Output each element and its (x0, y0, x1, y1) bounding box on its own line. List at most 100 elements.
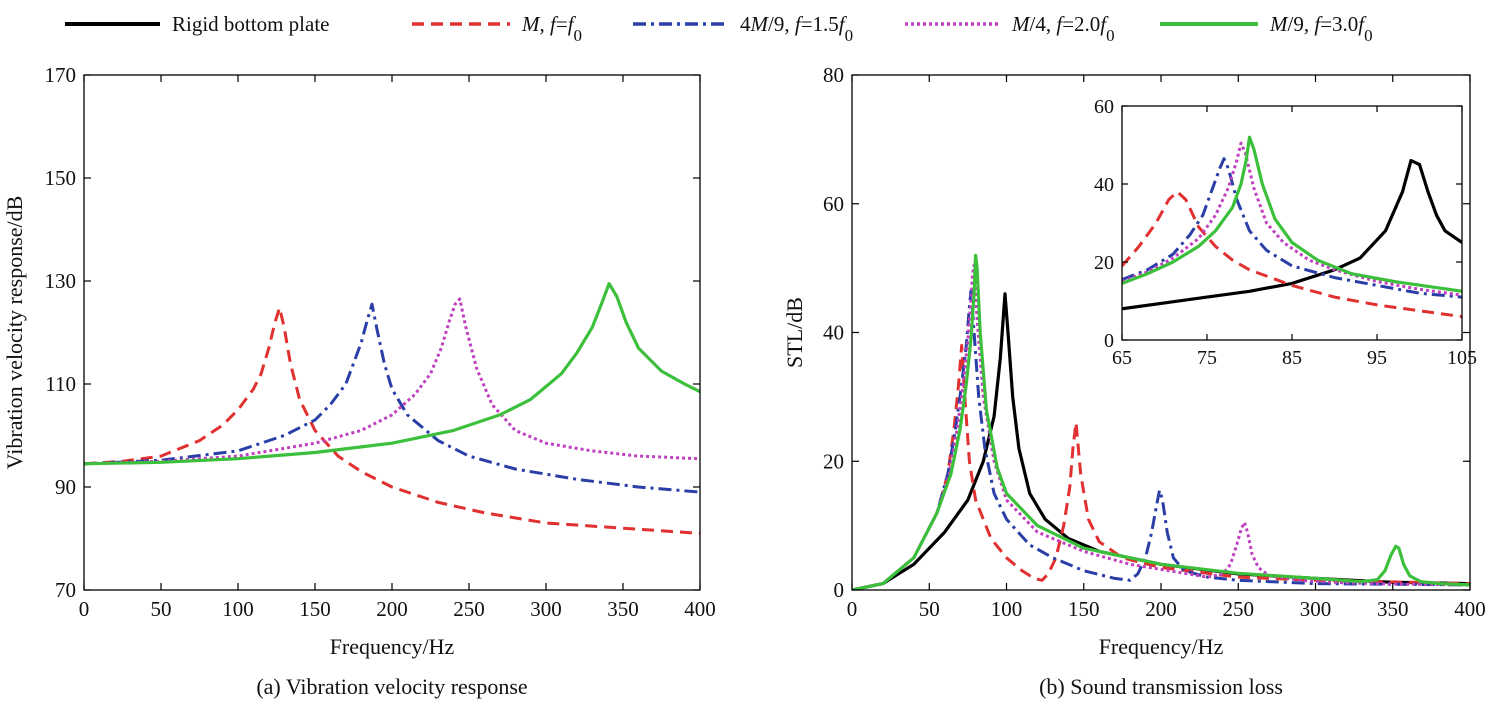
y-tick-label: 90 (55, 475, 76, 499)
legend-label-part: =2.0 (1062, 12, 1100, 36)
x-tick-label: 85 (1282, 347, 1302, 369)
panel-b-inset-chart: 65 75 85 95 105 0 20 40 60 (1094, 96, 1477, 369)
legend-item-rigid: Rigid bottom plate (65, 12, 330, 36)
legend-label-part: M (1269, 12, 1289, 36)
y-tick-label: 20 (823, 449, 844, 473)
legend-label: M/9, f=3.0f0 (1269, 12, 1373, 45)
series-group (1122, 135, 1462, 319)
x-tick-label: 200 (376, 597, 408, 621)
x-axis-label: Frequency/Hz (330, 634, 455, 659)
y-tick-label: 60 (1094, 96, 1114, 118)
x-tick-label: 100 (222, 597, 254, 621)
x-tick-label: 350 (1377, 597, 1409, 621)
series-line-m3 (84, 297, 700, 466)
y-tick-label: 60 (823, 192, 844, 216)
y-tick-label: 0 (834, 578, 845, 602)
x-tick-label: 95 (1367, 347, 1387, 369)
legend-label-part: f (1056, 12, 1065, 36)
legend-item-m1: M, f=f0 (412, 12, 582, 45)
y-axis-label: STL/dB (782, 297, 807, 368)
legend-label-part: , (540, 12, 551, 36)
series-line-m1 (1122, 190, 1462, 319)
y-tick-label: 40 (823, 321, 844, 345)
x-tick-label: 250 (453, 597, 485, 621)
legend-label-part: /9, (1288, 12, 1315, 36)
x-axis-label: Frequency/Hz (1099, 634, 1224, 659)
x-tick-label: 50 (151, 597, 172, 621)
legend-label-part: f (568, 12, 577, 36)
legend-label-part: M (750, 12, 770, 36)
x-tick-label: 0 (79, 597, 90, 621)
series-line-m4 (84, 282, 700, 466)
y-tick-label: 110 (45, 372, 76, 396)
legend-label-part: 0 (845, 26, 854, 45)
legend-label-part: f (1358, 12, 1367, 36)
legend-label-part: 0 (574, 26, 583, 45)
x-tick-label: 65 (1112, 347, 1132, 369)
legend-label-part: =1.5 (801, 12, 839, 36)
x-tick-label: 100 (991, 597, 1023, 621)
x-tick-label: 150 (1068, 597, 1100, 621)
x-tick-label: 350 (607, 597, 639, 621)
series-line-m2 (84, 302, 700, 494)
legend-label-part: f (1100, 12, 1109, 36)
legend-label: Rigid bottom plate (172, 12, 330, 36)
legend-label-part: f (1314, 12, 1323, 36)
series-line-m1 (84, 306, 700, 535)
y-tick-label: 0 (1104, 330, 1114, 352)
y-tick-label: 150 (45, 166, 77, 190)
legend-label: M/4, f=2.0f0 (1011, 12, 1115, 45)
legend-label: 4M/9, f=1.5f0 (740, 12, 853, 45)
legend-label-part: M (521, 12, 541, 36)
series-line-m3 (852, 263, 1470, 590)
legend-label-part: =3.0 (1320, 12, 1358, 36)
legend-label-part: 4 (740, 12, 751, 36)
y-tick-label: 170 (45, 63, 77, 87)
y-tick-label: 80 (823, 63, 844, 87)
inset-background (1122, 106, 1462, 340)
x-tick-label: 50 (919, 597, 940, 621)
legend-label-part: 0 (1106, 26, 1115, 45)
legend-label: M, f=f0 (521, 12, 582, 45)
panel-caption: (b) Sound transmission loss (1039, 674, 1283, 699)
x-tick-label: 200 (1145, 597, 1177, 621)
series-line-m2 (1122, 157, 1462, 299)
series-line-m3 (1122, 141, 1462, 297)
axes-frame (83, 74, 701, 591)
legend-item-m2: 4M/9, f=1.5f0 (633, 12, 853, 45)
y-axis-label: Vibration velocity response/dB (2, 196, 27, 470)
y-tick-label: 40 (1094, 174, 1114, 196)
series-line-m4 (1122, 135, 1462, 293)
y-tick-label: 70 (55, 578, 76, 602)
legend-label-part: = (556, 12, 568, 36)
legend-label-part: 0 (1364, 26, 1373, 45)
series-line-m1 (852, 343, 1470, 590)
x-tick-label: 250 (1223, 597, 1255, 621)
x-tick-label: 400 (684, 597, 716, 621)
x-tick-label: 150 (299, 597, 331, 621)
y-tick-label: 130 (45, 269, 77, 293)
series-group (84, 282, 700, 535)
x-tick-label: 400 (1454, 597, 1486, 621)
series-line-m4 (852, 253, 1470, 590)
x-tick-label: 0 (847, 597, 858, 621)
legend-item-m4: M/9, f=3.0f0 (1160, 12, 1373, 45)
x-tick-label: 75 (1197, 347, 1217, 369)
x-tick-label: 300 (530, 597, 562, 621)
x-tick-label: 300 (1300, 597, 1332, 621)
panel-a-vibration-chart: 0 50 100 150 200 250 300 350 400 70 90 110 130 150 170… (2, 63, 716, 699)
series-group (852, 253, 1470, 590)
legend-label-part: M (1011, 12, 1031, 36)
legend: Rigid bottom plate M, f=f0 4M/9, f=1.5f0 M/… (65, 12, 1373, 45)
legend-label-part: f (550, 12, 559, 36)
x-tick-label: 105 (1447, 347, 1477, 369)
series-line-rigid (1122, 159, 1462, 311)
panel-b-stl-chart: 0 50 100 150 200 250 300 350 400020406080Frequen… (782, 63, 1486, 699)
panel-caption: (a) Vibration velocity response (256, 674, 527, 699)
legend-label-part: /9, (768, 12, 795, 36)
legend-label-part: /4, (1030, 12, 1057, 36)
legend-label-part: f (839, 12, 848, 36)
y-tick-label: 20 (1094, 252, 1114, 274)
legend-item-m3: M/4, f=2.0f0 (905, 12, 1115, 45)
